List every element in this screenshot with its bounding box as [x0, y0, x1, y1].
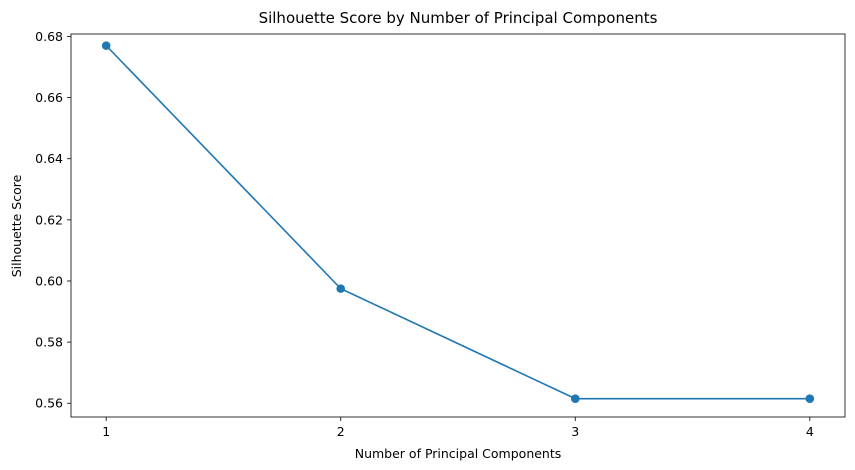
- y-tick-label: 0.64: [35, 151, 63, 166]
- y-tick-label: 0.58: [35, 335, 63, 350]
- data-point: [570, 394, 580, 403]
- data-point: [805, 394, 815, 403]
- x-axis-title: Number of Principal Components: [355, 446, 562, 461]
- y-tick-label: 0.56: [35, 396, 63, 411]
- plot-area: 1 2 3 4 0.56 0.58 0.60 0.62 0.64 0.66 0.68: [35, 29, 846, 439]
- chart-title: Silhouette Score by Number of Principal …: [259, 9, 658, 27]
- data-point: [101, 41, 111, 50]
- y-tick-label: 0.66: [35, 90, 63, 105]
- x-tick-label: 4: [806, 424, 814, 439]
- data-point: [336, 284, 346, 293]
- x-tick-label: 3: [571, 424, 579, 439]
- x-tick-label: 2: [337, 424, 345, 439]
- y-tick-label: 0.68: [35, 29, 63, 44]
- plot-frame: [70, 33, 846, 418]
- y-tick-label: 0.62: [35, 212, 63, 227]
- y-axis-title: Silhouette Score: [9, 174, 24, 277]
- y-tick-label: 0.60: [35, 273, 63, 288]
- series-line: [105, 45, 810, 400]
- x-tick-label: 1: [102, 424, 110, 439]
